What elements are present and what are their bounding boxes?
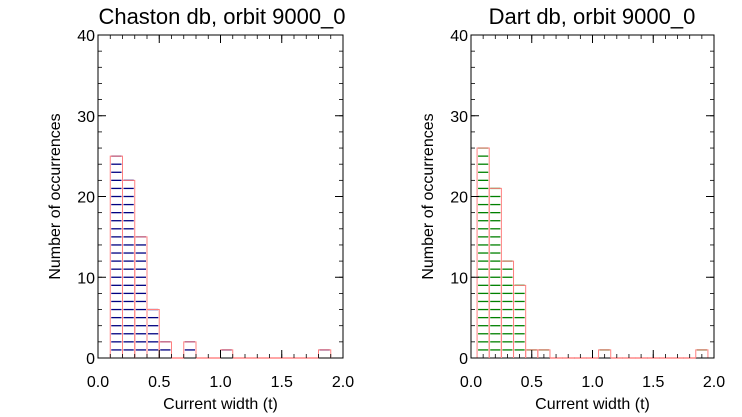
histogram-bar <box>488 187 502 358</box>
x-tick-label: 1.0 <box>581 374 603 391</box>
x-tick-label: 0.5 <box>521 374 543 391</box>
histogram-bar <box>598 349 612 358</box>
histogram-bar <box>500 260 515 358</box>
x-tick-label: 1.5 <box>642 374 664 391</box>
y-axis-label: Number of occurrences <box>420 113 437 279</box>
histogram-bar <box>476 147 490 358</box>
x-tick-label: 0.5 <box>148 374 170 391</box>
x-tick-label: 0.0 <box>87 374 109 391</box>
y-tick-label: 20 <box>450 190 468 207</box>
y-tick-label: 0 <box>459 351 468 368</box>
y-tick-label: 0 <box>86 351 95 368</box>
y-tick-label: 10 <box>77 270 95 287</box>
y-tick-label: 20 <box>77 190 95 207</box>
x-tick-label: 2.0 <box>332 374 354 391</box>
y-tick-label: 10 <box>450 270 468 287</box>
x-tick-label: 2.0 <box>703 374 725 391</box>
histogram-bar <box>158 341 172 358</box>
chart-title: Chaston db, orbit 9000_0 <box>98 4 345 29</box>
y-axis-label: Number of occurrences <box>47 113 64 279</box>
x-tick-label: 1.5 <box>271 374 293 391</box>
histogram-bar <box>220 349 234 358</box>
histogram-bar <box>537 349 551 358</box>
y-tick-label: 30 <box>77 109 95 126</box>
histogram-bar <box>122 179 136 358</box>
y-tick-label: 30 <box>450 109 468 126</box>
x-axis-label: Current width (t) <box>163 396 278 413</box>
histogram-bar <box>695 349 709 358</box>
histogram-bar <box>134 236 148 358</box>
histogram-bar <box>109 155 123 358</box>
histogram-bar <box>513 284 527 358</box>
y-tick-label: 40 <box>450 28 468 45</box>
histogram-bar <box>318 349 332 358</box>
chart-panel-dart: 0.0 0.5 1.0 1.5 2.0 0 10 20 30 40 Dart db, orbit 9… <box>420 4 725 413</box>
x-tick-label: 1.0 <box>209 374 231 391</box>
histogram-bar <box>146 308 160 358</box>
x-tick-label: 0.0 <box>460 374 482 391</box>
histogram-bar <box>183 341 197 358</box>
y-tick-label: 40 <box>77 28 95 45</box>
chart-title: Dart db, orbit 9000_0 <box>489 4 696 29</box>
x-axis-label: Current width (t) <box>535 396 650 413</box>
